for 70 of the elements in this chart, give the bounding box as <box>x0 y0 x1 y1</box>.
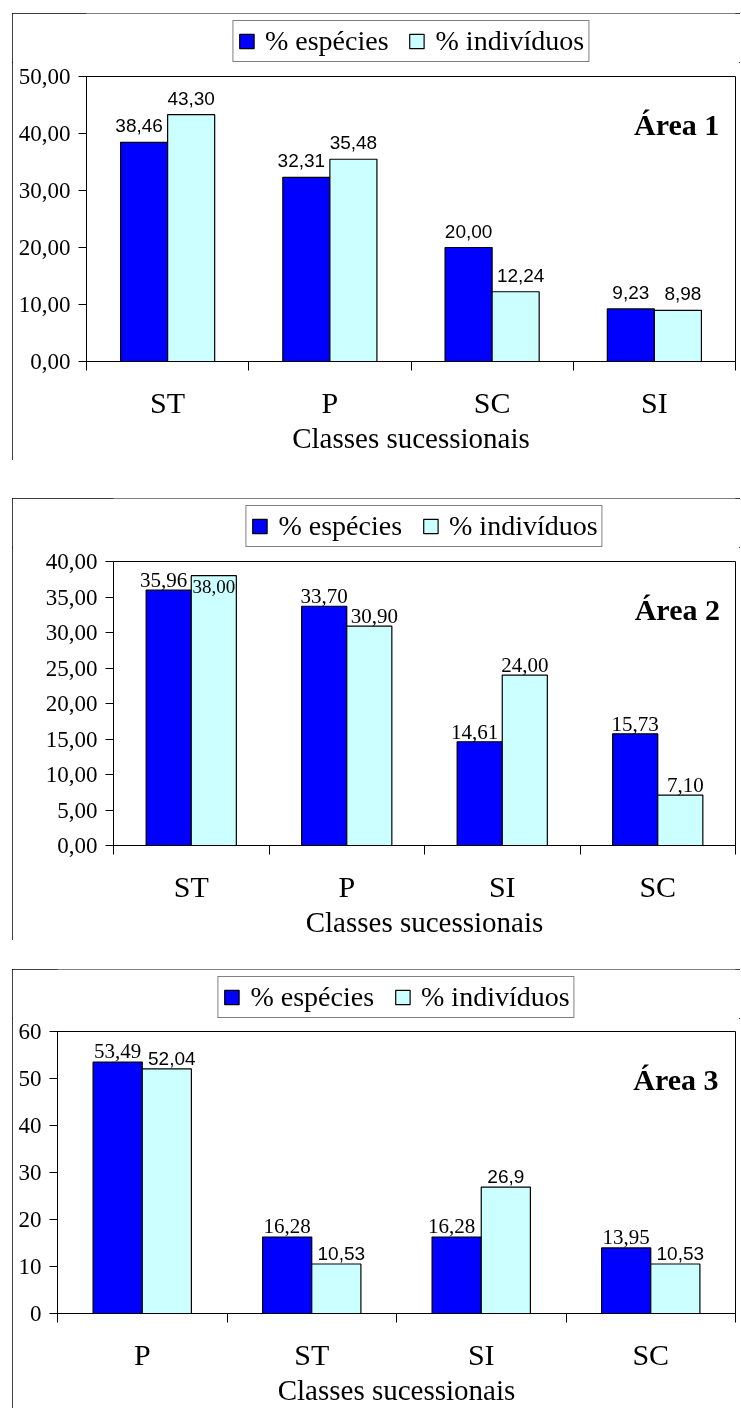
x-axis-title: Classes sucessionais <box>305 905 544 938</box>
y-tick-label: 30,00 <box>18 178 71 203</box>
y-tick-label: 30 <box>18 1160 42 1185</box>
y-tick-label: 40,00 <box>45 549 98 574</box>
x-tick-label: P <box>133 1337 151 1371</box>
x-tick-label: SC <box>632 1337 670 1371</box>
y-tick-label: 50 <box>18 1066 42 1091</box>
data-label: 43,30 <box>167 87 215 109</box>
text: Área 2 <box>634 593 720 627</box>
x-tick-label: P <box>321 385 339 419</box>
data-label: 33,70 <box>300 584 348 609</box>
data-label: 53,49 <box>94 1039 142 1064</box>
data-label: 35,96 <box>140 568 188 593</box>
y-tick-label: 10,00 <box>45 762 98 787</box>
data-label: 52,04 <box>148 1047 197 1069</box>
data-label: 10,53 <box>656 1243 705 1265</box>
data-label: 16,28 <box>263 1213 311 1238</box>
x-axis-title: Classes sucessionais <box>292 421 530 454</box>
x-tick-label: SI <box>641 385 668 419</box>
data-label: 26,9 <box>487 1166 525 1188</box>
data-label: 12,24 <box>496 264 545 286</box>
y-tick-label: 40,00 <box>18 121 71 146</box>
data-label: 13,95 <box>602 1224 650 1249</box>
y-tick-label: 20 <box>18 1207 42 1232</box>
legend-label: % indivíduos <box>435 25 585 57</box>
x-tick-label: SC <box>639 869 677 903</box>
data-label: 20,00 <box>444 220 493 242</box>
y-tick-label: 0,00 <box>30 349 71 374</box>
x-tick-label: ST <box>294 1337 330 1371</box>
data-label: 7,10 <box>666 773 704 798</box>
y-tick-label: 35,00 <box>45 584 98 610</box>
legend-label: % indivíduos <box>449 510 598 542</box>
legend-label: % espécies <box>278 510 403 542</box>
y-tick-label: 50,00 <box>18 64 71 89</box>
data-label: 14,61 <box>451 719 499 744</box>
y-tick-label: 0 <box>30 1301 42 1326</box>
x-tick-label: ST <box>173 869 209 903</box>
x-tick-label: ST <box>150 385 186 419</box>
y-tick-label: 5,00 <box>57 797 98 823</box>
y-tick-label: 40 <box>18 1113 42 1138</box>
data-label: 15,73 <box>611 711 659 736</box>
text: Área 3 <box>633 1062 719 1096</box>
y-tick-label: 15,00 <box>45 726 98 752</box>
legend-label: % espécies <box>250 981 375 1013</box>
data-label: 8,98 <box>664 283 702 305</box>
y-tick-label: 20,00 <box>18 235 71 260</box>
data-label: 10,53 <box>317 1243 366 1265</box>
data-label: 9,23 <box>612 281 650 303</box>
y-tick-label: 25,00 <box>45 655 98 681</box>
x-tick-label: SI <box>488 869 516 903</box>
x-tick-label: P <box>338 869 356 903</box>
data-label: 38,46 <box>115 115 163 137</box>
y-tick-label: 10,00 <box>18 292 71 317</box>
legend-label: % espécies <box>264 25 389 57</box>
legend-label: % indivíduos <box>421 981 570 1013</box>
data-label: 35,48 <box>329 132 378 154</box>
data-label: 32,31 <box>277 150 326 172</box>
x-axis-title: Classes sucessionais <box>277 1373 516 1406</box>
text: Área 1 <box>634 108 720 142</box>
data-label: 30,90 <box>350 604 398 629</box>
data-label: 24,00 <box>501 653 549 678</box>
data-label: 16,28 <box>428 1213 476 1238</box>
y-tick-label: 0,00 <box>57 833 98 858</box>
x-tick-label: SC <box>473 385 511 419</box>
y-tick-label: 20,00 <box>45 691 98 716</box>
x-tick-label: SI <box>467 1337 495 1371</box>
data-label: 38,00 <box>192 575 236 597</box>
y-tick-label: 10 <box>18 1254 42 1279</box>
y-tick-label: 30,00 <box>45 620 98 645</box>
y-tick-label: 60 <box>18 1019 42 1044</box>
